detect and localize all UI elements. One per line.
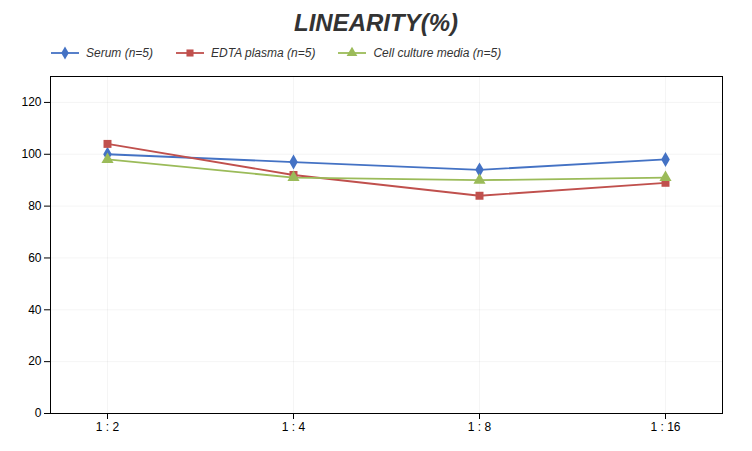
svg-text:20: 20: [28, 354, 42, 368]
html-text:Cell culture media (n=5): Cell culture media (n=5): [373, 46, 502, 60]
svg-text:1 : 8: 1 : 8: [468, 420, 492, 434]
svg-text:120: 120: [21, 95, 41, 109]
html-text:Serum (n=5): Serum (n=5): [86, 46, 153, 60]
html-text:EDTA plasma (n=5): EDTA plasma (n=5): [211, 46, 316, 60]
svg-text:1 : 16: 1 : 16: [650, 420, 680, 434]
svg-text:1 : 4: 1 : 4: [282, 420, 306, 434]
svg-text:0: 0: [35, 406, 42, 420]
svg-text:80: 80: [28, 199, 42, 213]
html-text:LINEARITY(%): LINEARITY(%): [294, 9, 458, 36]
svg-text:60: 60: [28, 251, 42, 265]
svg-text:100: 100: [21, 147, 41, 161]
svg-text:40: 40: [28, 303, 42, 317]
svg-text:1 : 2: 1 : 2: [96, 420, 120, 434]
